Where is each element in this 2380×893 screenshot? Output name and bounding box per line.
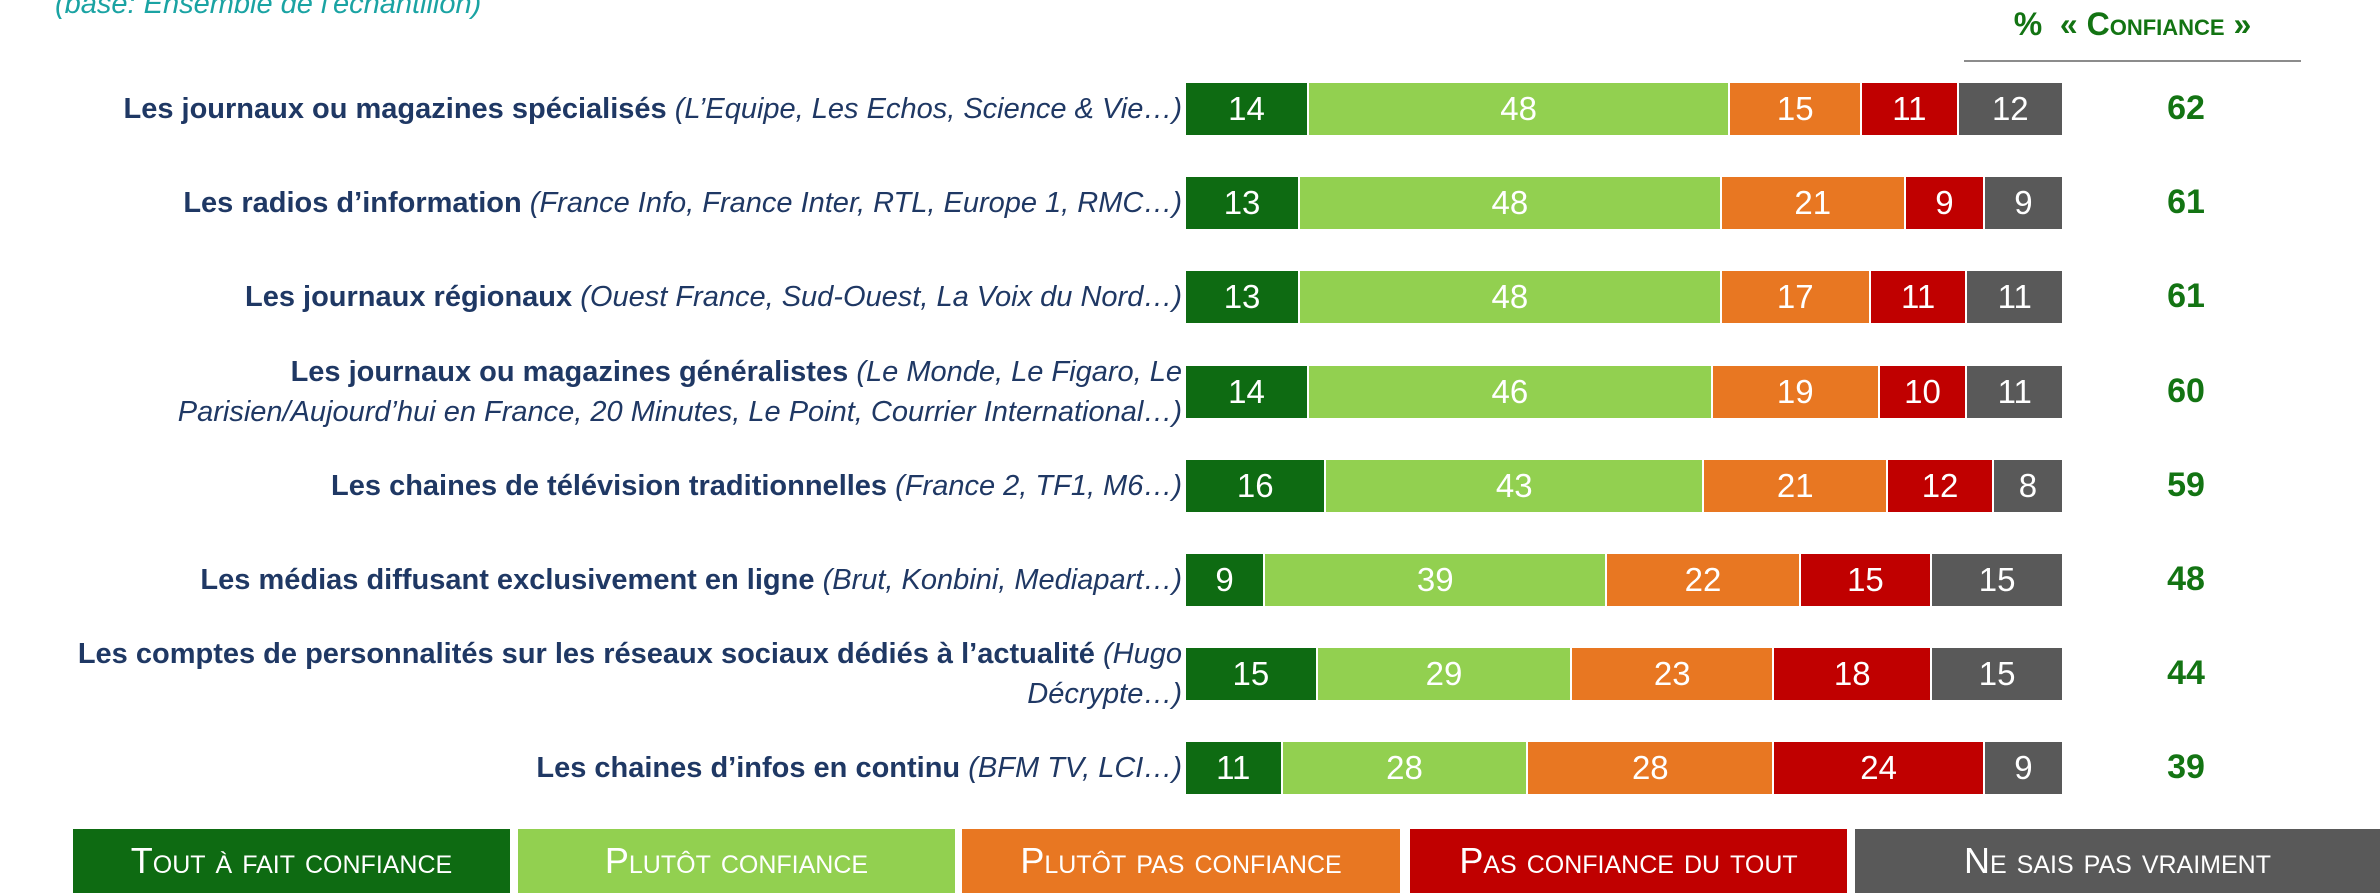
bar-segment: 48 [1300, 177, 1722, 229]
bar-segment: 16 [1186, 460, 1327, 512]
confidence-value: 48 [2167, 560, 2205, 598]
bar-segment: 9 [1905, 177, 1985, 229]
bar-segment: 21 [1704, 460, 1889, 512]
category-note: (Brut, Konbini, Mediapart…) [822, 564, 1182, 596]
category-name: Les radios d’information [183, 187, 522, 219]
confidence-value: 62 [2167, 89, 2205, 127]
category-label: Les journaux régionaux (Ouest France, Sud… [30, 277, 1182, 317]
bar-segment: 15 [1800, 554, 1933, 606]
bar-segment: 11 [1186, 742, 1283, 794]
bar-segment: 43 [1326, 460, 1704, 512]
bar-segment: 24 [1774, 742, 1985, 794]
bar-segment: 28 [1282, 742, 1529, 794]
category-name: Les journaux ou magazines généralistes [290, 356, 849, 388]
category-note: (L’Equipe, Les Echos, Science & Vie…) [674, 93, 1182, 125]
category-note: (Hugo Décrypte…) [1027, 638, 1182, 710]
bar-segment: 12 [1958, 83, 2064, 135]
bar-segment: 13 [1186, 177, 1301, 229]
category-label: Les chaines d’infos en continu (BFM TV, L… [30, 748, 1182, 788]
category-name: Les journaux ou magazines spécialisés [123, 93, 667, 125]
bar-segment: 11 [1967, 271, 2064, 323]
bar-segment: 9 [1984, 742, 2064, 794]
bar-segment: 15 [1932, 554, 2064, 606]
bar-segment: 8 [1993, 460, 2064, 512]
header-rule [1964, 60, 2301, 62]
bar-segment: 19 [1712, 366, 1880, 418]
bar-segment: 46 [1308, 366, 1713, 418]
confidence-value: 61 [2167, 183, 2205, 221]
category-name: Les médias diffusant exclusivement en li… [200, 564, 815, 596]
bar-segment: 9 [1186, 554, 1266, 606]
bar-segment: 29 [1317, 648, 1573, 700]
bar-segment: 48 [1308, 83, 1731, 135]
category-label: Les médias diffusant exclusivement en li… [30, 560, 1182, 600]
category-name: Les comptes de personnalités sur les rés… [77, 638, 1095, 670]
category-label: Les chaines de télévision traditionnelle… [30, 466, 1182, 506]
bar-segment: 12 [1888, 460, 1994, 512]
bar-segment: 18 [1774, 648, 1933, 700]
category-name: Les chaines d’infos en continu [536, 752, 961, 784]
bar-segment: 11 [1870, 271, 1968, 323]
bar-segment: 15 [1730, 83, 1863, 135]
bar-segment: 15 [1932, 648, 2064, 700]
bar-segment: 9 [1984, 177, 2064, 229]
bar-segment: 21 [1721, 177, 1906, 229]
bar-segment: 17 [1721, 271, 1871, 323]
legend-item: Plutôt confiance [518, 829, 955, 893]
confidence-value: 61 [2167, 277, 2205, 315]
category-label: Les journaux ou magazines généralistes (L… [30, 352, 1182, 432]
bar-segment: 23 [1572, 648, 1775, 700]
legend-item: Pas confiance du tout [1410, 829, 1847, 893]
confidence-value: 60 [2167, 372, 2205, 410]
category-label: Les radios d’information (France Info, Fr… [30, 183, 1182, 223]
bar-segment: 11 [1967, 366, 2064, 418]
bar-segment: 15 [1186, 648, 1318, 700]
bar-segment: 22 [1607, 554, 1801, 606]
bar-segment: 14 [1186, 83, 1309, 135]
bar-segment: 14 [1186, 366, 1309, 418]
confidence-title: % « Confiance » [2013, 6, 2252, 42]
bar-segment: 13 [1186, 271, 1301, 323]
confidence-value: 59 [2167, 466, 2205, 504]
confidence-value: 44 [2167, 654, 2205, 692]
category-name: Les journaux régionaux [245, 281, 573, 313]
bar-segment: 48 [1300, 271, 1722, 323]
category-note: (Ouest France, Sud-Ouest, La Voix du Nor… [580, 281, 1182, 313]
legend-item: Ne sais pas vraiment [1855, 829, 2380, 893]
bar-segment: 28 [1528, 742, 1775, 794]
category-note: (Le Monde, Le Figaro, Le Parisien/Aujour… [177, 356, 1182, 428]
subtitle: (base: Ensemble de l'échantillon) [55, 0, 482, 20]
category-name: Les chaines de télévision traditionnelle… [331, 470, 888, 502]
category-note: (France Info, France Inter, RTL, Europe … [529, 187, 1182, 219]
category-note: (France 2, TF1, M6…) [895, 470, 1182, 502]
category-label: Les journaux ou magazines spécialisés (L’… [30, 89, 1182, 129]
legend-item: Tout à fait confiance [73, 829, 510, 893]
category-note: (BFM TV, LCI…) [968, 752, 1182, 784]
confidence-value: 39 [2167, 748, 2205, 786]
bar-segment: 11 [1862, 83, 1959, 135]
bar-segment: 10 [1879, 366, 1968, 418]
legend-item: Plutôt pas confiance [962, 829, 1400, 893]
category-label: Les comptes de personnalités sur les rés… [30, 634, 1182, 714]
bar-segment: 39 [1265, 554, 1608, 606]
